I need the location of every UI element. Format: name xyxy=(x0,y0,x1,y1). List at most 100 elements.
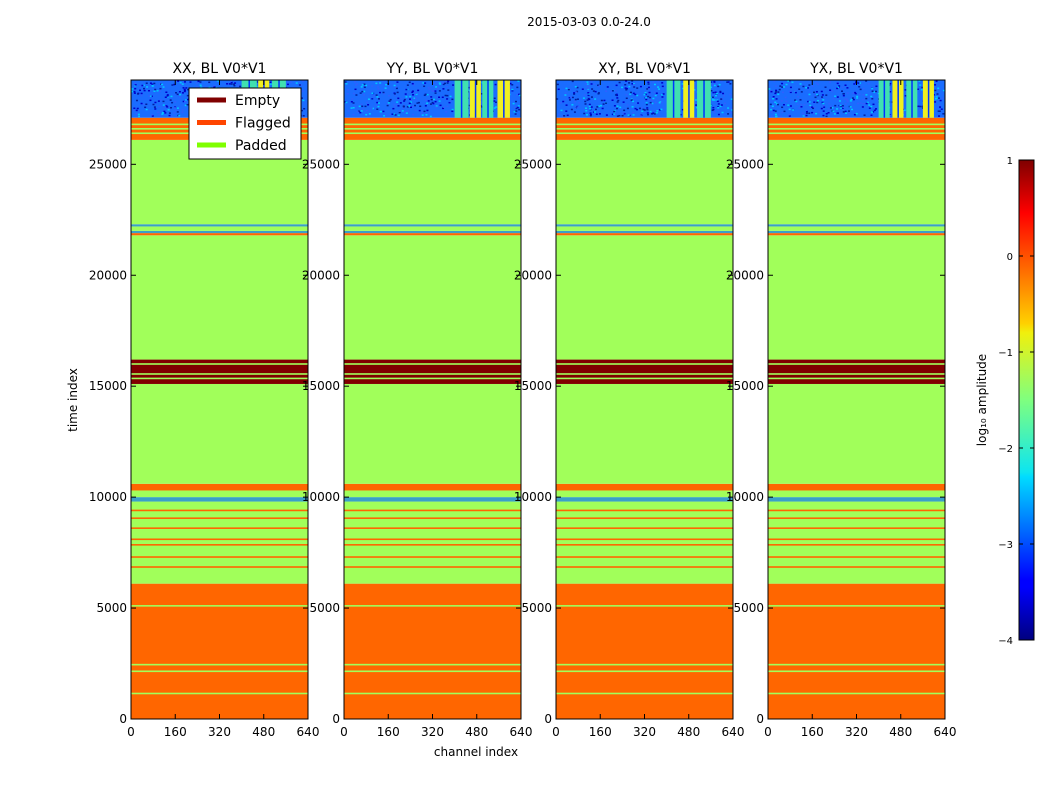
x-tick-label: 0 xyxy=(340,725,348,739)
segment-data xyxy=(768,80,945,118)
stripe-flagged xyxy=(556,538,733,541)
segment-data_mixed xyxy=(556,224,733,227)
segment-data_mixed xyxy=(768,224,945,227)
segment-data_mixed xyxy=(131,224,308,227)
stripe-padded xyxy=(131,373,308,375)
x-tick-label: 320 xyxy=(208,725,231,739)
stripe-padded xyxy=(344,663,521,666)
stripe-flagged xyxy=(768,509,945,512)
stripe-padded xyxy=(556,692,733,695)
segment-padded xyxy=(556,490,733,498)
hot-band-edge xyxy=(688,80,690,118)
hot-band-edge xyxy=(672,80,675,118)
x-tick-label: 320 xyxy=(845,725,868,739)
stripe-flagged xyxy=(131,556,308,558)
stripe-flagged xyxy=(556,566,733,568)
x-tick-label: 320 xyxy=(421,725,444,739)
stripe-padded xyxy=(768,663,945,666)
stripe-padded xyxy=(556,663,733,666)
colorbar-tick-label: 0 xyxy=(1007,252,1013,263)
segment-flagged xyxy=(344,483,521,491)
segment-padded xyxy=(344,490,521,498)
y-tick-label: 15000 xyxy=(726,379,764,393)
segment-padded xyxy=(556,501,733,584)
y-tick-label: 20000 xyxy=(89,268,127,282)
colorbar-label: log₁₀ amplitude xyxy=(975,354,989,446)
stripe-flagged xyxy=(344,566,521,568)
stripe-padded xyxy=(768,363,945,365)
y-tick-label: 0 xyxy=(119,712,127,726)
stripe-flagged xyxy=(556,517,733,520)
segment-padded xyxy=(131,235,308,360)
stripe-padded xyxy=(344,670,521,673)
stripe-padded xyxy=(344,132,521,135)
legend-label-flagged: Flagged xyxy=(235,116,291,132)
hot-band-edge xyxy=(897,80,899,118)
stripe-padded xyxy=(344,377,521,380)
y-tick-label: 5000 xyxy=(309,601,340,615)
y-tick-label: 20000 xyxy=(302,268,340,282)
segment-flagged xyxy=(556,483,733,491)
stripe-padded xyxy=(131,363,308,365)
hot-band-edge xyxy=(703,80,705,118)
stripe-padded xyxy=(131,377,308,380)
stripe-padded xyxy=(131,663,308,666)
stripe-padded xyxy=(131,605,308,607)
stripe-flagged xyxy=(344,527,521,529)
segment-padded xyxy=(344,383,521,484)
segment-padded xyxy=(344,139,521,225)
segment-flagged xyxy=(768,583,945,719)
colorbar-tick-label: −2 xyxy=(998,444,1013,455)
stripe-flagged xyxy=(131,544,308,546)
colorbar-tick-label: −3 xyxy=(998,540,1013,551)
segment-padded xyxy=(768,490,945,498)
stripe-flagged xyxy=(768,538,945,541)
panel-title: XX, BL V0*V1 xyxy=(173,61,267,77)
stripe-padded xyxy=(344,692,521,695)
stripe-padded xyxy=(768,377,945,380)
panel-title: XY, BL V0*V1 xyxy=(598,61,691,77)
legend: Empty Flagged Padded xyxy=(188,87,302,160)
panel-3: XY, BL V0*V1 0 160 320 480 640 0 5000 10000 15000… xyxy=(514,61,745,739)
segment-padded xyxy=(344,235,521,360)
y-tick-label: 20000 xyxy=(514,268,552,282)
stripe-flagged xyxy=(556,544,733,546)
segment-padded xyxy=(768,139,945,225)
x-tick-label: 160 xyxy=(801,725,824,739)
segment-data_mixed xyxy=(768,230,945,234)
stripe-flagged xyxy=(768,517,945,520)
segment-data_mixed xyxy=(768,497,945,502)
stripe-padded xyxy=(344,373,521,375)
x-tick-label: 640 xyxy=(510,725,533,739)
y-tick-label: 25000 xyxy=(514,157,552,171)
stripe-padded xyxy=(556,373,733,375)
colorbar: log₁₀ amplitude 1 0 −1 −2 −3 −4 xyxy=(975,156,1035,647)
legend-label-padded: Padded xyxy=(235,138,287,154)
panel-2: YY, BL V0*V1 0 160 320 480 640 0 5000 10000 15000… xyxy=(302,61,533,739)
stripe-padded xyxy=(344,128,521,130)
y-tick-label: 0 xyxy=(332,712,340,726)
stripe-flagged xyxy=(131,527,308,529)
x-tick-label: 160 xyxy=(589,725,612,739)
colorbar-tick-label: −4 xyxy=(998,636,1013,647)
stripe-flagged xyxy=(768,527,945,529)
stripe-padded xyxy=(768,692,945,695)
stripe-padded xyxy=(556,128,733,130)
colorbar-gradient xyxy=(1018,159,1035,641)
segment-padded xyxy=(131,490,308,498)
stripe-padded xyxy=(768,373,945,375)
stripe-flagged xyxy=(131,517,308,520)
stripe-padded xyxy=(556,670,733,673)
x-axis-label: channel index xyxy=(434,745,518,759)
segment-data_mixed xyxy=(131,497,308,502)
x-tick-label: 640 xyxy=(722,725,745,739)
stripe-padded xyxy=(556,363,733,365)
y-tick-label: 10000 xyxy=(89,490,127,504)
y-tick-label: 5000 xyxy=(733,601,764,615)
segment-flagged xyxy=(344,233,521,236)
y-tick-label: 0 xyxy=(756,712,764,726)
hot-band-edge xyxy=(883,80,886,118)
stripe-flagged xyxy=(131,566,308,568)
x-tick-label: 480 xyxy=(889,725,912,739)
